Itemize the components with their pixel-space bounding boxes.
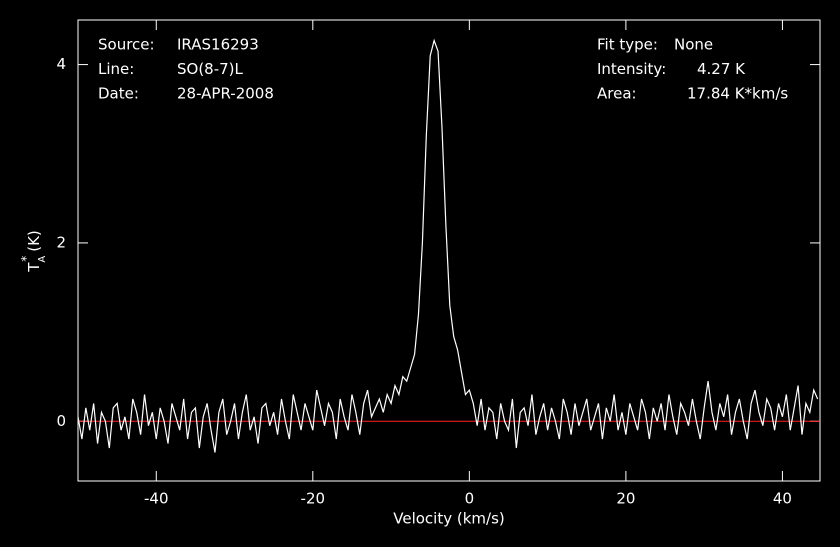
info-value: 28-APR-2008 [177, 85, 274, 103]
spectrum-line [77, 38, 819, 453]
info-value: SO(8-7)L [177, 60, 244, 78]
info-value: 17.84 K*km/s [687, 85, 788, 103]
info-key: Source: [98, 36, 155, 54]
x-tick-label: -20 [301, 490, 326, 508]
y-tick-label: 0 [56, 412, 66, 430]
info-key: Intensity: [597, 60, 666, 78]
x-tick-label: -40 [144, 490, 169, 508]
y-tick-label: 2 [56, 233, 66, 251]
info-key: Area: [597, 85, 637, 103]
info-key: Line: [98, 60, 134, 78]
info-value: 4.27 K [697, 60, 746, 78]
y-label-base: T [25, 262, 43, 273]
x-axis-label: Velocity (km/s) [393, 510, 504, 528]
x-tick-label: 20 [616, 490, 635, 508]
info-value: None [674, 36, 713, 54]
y-label-sub: A [37, 256, 48, 263]
y-axis-label: TA * (K) [19, 230, 49, 273]
info-key: Fit type: [597, 36, 658, 54]
plot-frame [77, 19, 821, 482]
x-tick-label: 0 [465, 490, 475, 508]
info-value: IRAS16293 [177, 36, 259, 54]
x-tick-label: 40 [773, 490, 792, 508]
y-tick-label: 4 [56, 55, 66, 73]
y-label-sup: * [19, 256, 33, 262]
info-key: Date: [98, 85, 139, 103]
y-label-unit: (K) [25, 230, 43, 252]
